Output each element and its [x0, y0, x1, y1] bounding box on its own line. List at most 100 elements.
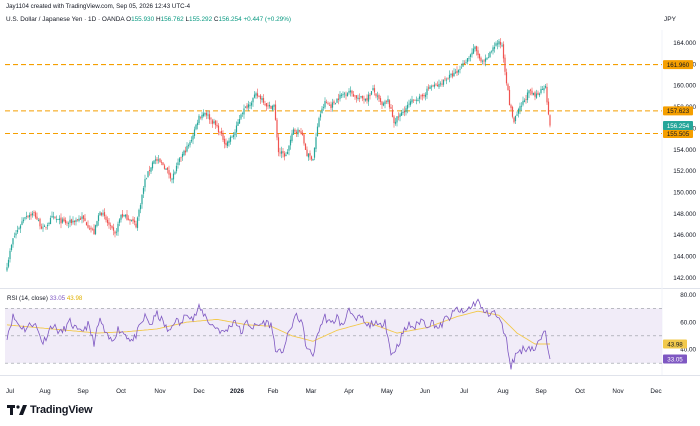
candle-body — [12, 238, 14, 245]
candle-body — [283, 153, 286, 157]
candle-body — [370, 91, 373, 95]
candle-body — [460, 67, 463, 69]
candle-body — [516, 114, 518, 116]
candle-body — [253, 94, 256, 98]
candle-body — [82, 215, 85, 219]
candle-body — [235, 125, 238, 133]
candle-body — [195, 124, 197, 130]
candle-body — [525, 99, 527, 100]
candle-body — [361, 96, 364, 99]
candle-body — [364, 99, 367, 101]
price-axis-tick-label: 150.000 — [673, 189, 696, 196]
level-price-badge — [663, 128, 693, 138]
candle-body — [36, 216, 38, 220]
candle-body — [336, 99, 338, 103]
candle-body — [6, 267, 8, 271]
candle-body — [255, 93, 257, 96]
price-axis-tick-label: 144.000 — [673, 254, 696, 261]
candle-body — [331, 102, 334, 108]
candle-body — [121, 213, 124, 217]
candle-body — [403, 110, 406, 113]
candle-body — [312, 158, 314, 161]
candle-body — [69, 219, 71, 223]
candle-body — [291, 133, 293, 141]
candle-body — [118, 219, 121, 223]
candle-body — [46, 225, 49, 227]
candle-body — [24, 217, 26, 219]
candle-body — [213, 121, 215, 124]
candle-body — [135, 223, 137, 228]
time-axis-tick-label: Jul — [6, 388, 14, 395]
candle-body — [379, 98, 382, 102]
candle-body — [142, 187, 145, 194]
candle-body — [51, 215, 53, 218]
rsi-value-badge — [663, 354, 687, 364]
candle-body — [105, 216, 107, 221]
candle-body — [405, 108, 407, 113]
candle-body — [247, 104, 250, 108]
candle-body — [444, 78, 446, 80]
candle-body — [477, 50, 479, 56]
candle-body — [466, 58, 469, 62]
candle-body — [175, 165, 178, 172]
candle-body — [106, 219, 109, 223]
candle-body — [181, 153, 184, 158]
candle-body — [487, 57, 490, 59]
candle-body — [376, 95, 379, 97]
candle-body — [40, 226, 43, 229]
candle-body — [288, 145, 290, 151]
candle-body — [523, 100, 526, 102]
candle-body — [402, 111, 404, 113]
candle-body — [100, 212, 103, 216]
level-price-badge — [663, 60, 693, 70]
candle-body — [433, 84, 436, 87]
rsi-axis-tick-label: 60.00 — [680, 319, 696, 326]
candle-body — [349, 90, 352, 93]
candle-body — [52, 216, 55, 218]
candle-body — [301, 132, 304, 136]
candle-body — [271, 105, 274, 110]
candle-body — [414, 99, 416, 101]
candle-body — [358, 97, 361, 99]
candle-body — [282, 151, 284, 154]
candle-body — [27, 216, 29, 218]
candle-body — [72, 220, 74, 223]
candle-body — [81, 216, 83, 219]
candle-body — [139, 205, 142, 210]
candle-body — [351, 90, 353, 94]
rsi-line — [6, 298, 551, 370]
candle-body — [285, 154, 287, 157]
candle-body — [184, 150, 187, 153]
candle-body — [496, 43, 499, 45]
candle-body — [528, 90, 530, 94]
candle-body — [495, 43, 497, 46]
candle-body — [511, 107, 514, 117]
candle-body — [388, 100, 391, 108]
candle-body — [250, 102, 253, 106]
candle-body — [375, 93, 377, 97]
candle-body — [306, 149, 308, 157]
candle-body — [297, 129, 299, 135]
candle-body — [174, 172, 176, 174]
rsi-axis-tick-label: 40.00 — [680, 347, 696, 354]
candle-body — [499, 41, 502, 45]
candle-body — [381, 101, 383, 105]
candle-body — [367, 94, 370, 102]
candle-body — [217, 125, 220, 133]
price-axis-tick-label: 154.000 — [673, 147, 696, 154]
price-axis-tick-label: 152.000 — [673, 168, 696, 175]
candle-body — [450, 74, 452, 76]
candle-body — [420, 95, 422, 97]
candle-body — [501, 45, 503, 47]
candle-body — [93, 228, 95, 235]
candle-body — [168, 170, 170, 175]
candle-body — [219, 131, 221, 133]
candle-body — [391, 109, 394, 117]
candle-body — [382, 103, 385, 106]
candle-body — [397, 116, 400, 118]
candle-body — [298, 130, 301, 132]
candle-body — [327, 103, 329, 105]
candle-body — [25, 216, 28, 217]
rsi-value-badge-label: 33.05 — [667, 356, 683, 363]
